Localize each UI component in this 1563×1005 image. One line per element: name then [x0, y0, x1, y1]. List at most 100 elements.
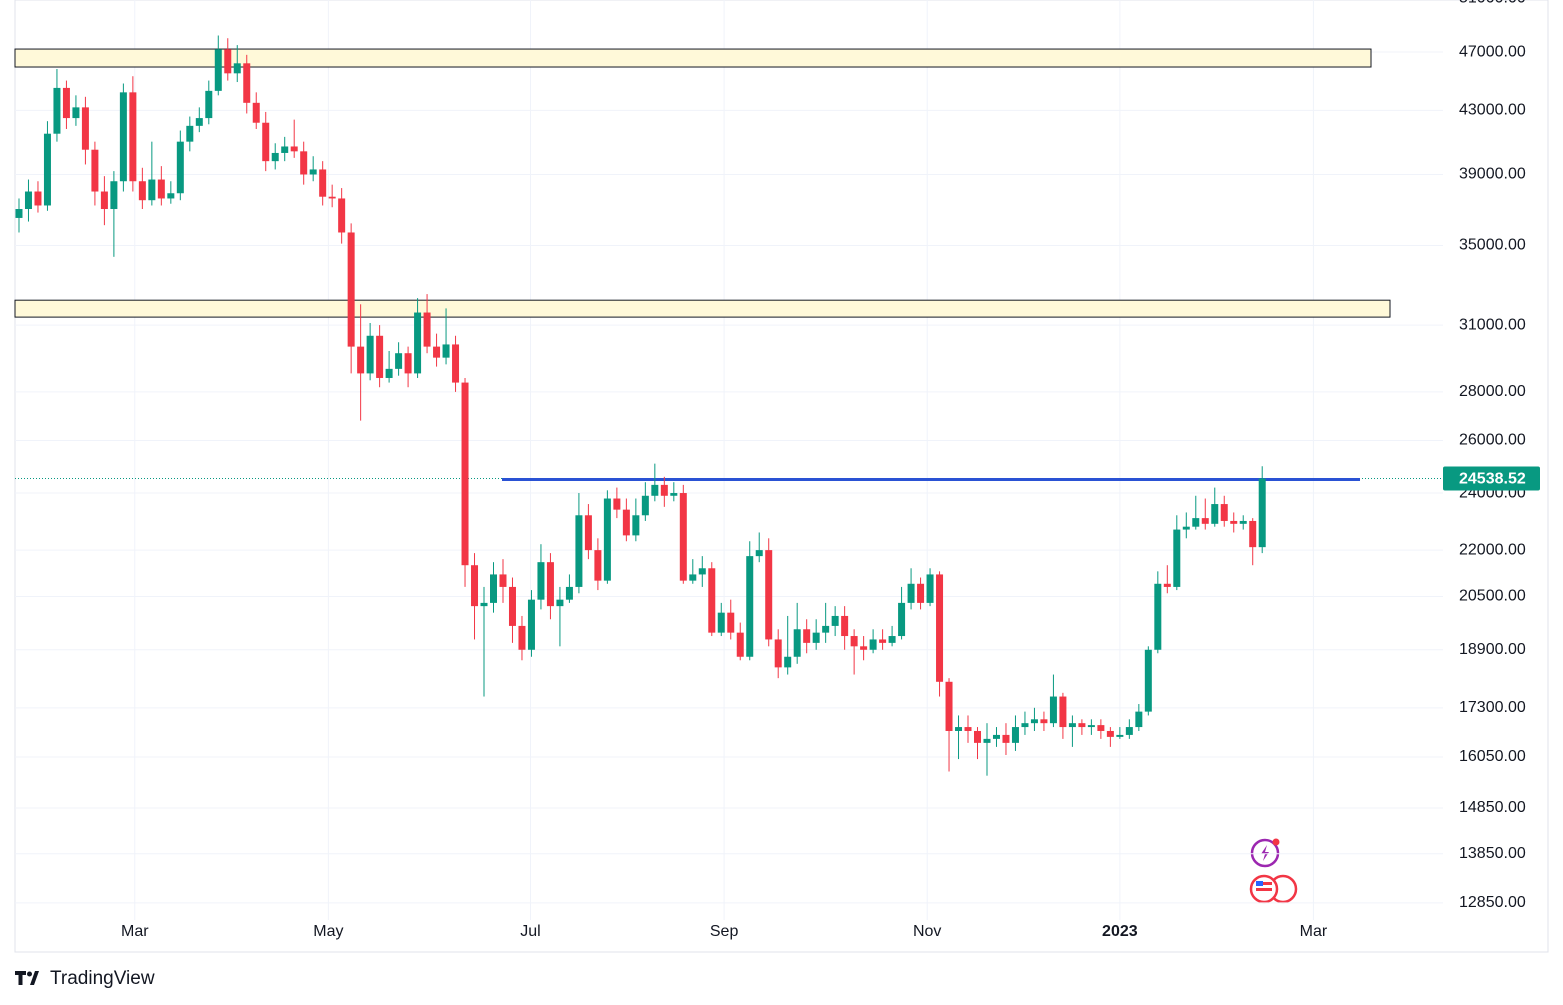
price-box: [1443, 466, 1540, 491]
candle-body: [442, 344, 450, 358]
candle-body: [717, 612, 725, 633]
y-tick-label: 28000.00: [1459, 383, 1526, 400]
logo-dot: [27, 971, 32, 977]
candle-body: [888, 636, 896, 643]
candle-body: [774, 639, 782, 668]
candle-body: [793, 629, 801, 657]
candle-body: [414, 312, 422, 374]
candle-body: [224, 49, 232, 74]
candle-body: [1192, 518, 1200, 527]
candle-body: [1002, 734, 1010, 743]
candle-body: [1011, 727, 1019, 743]
y-tick-label: 51000.00: [1459, 0, 1526, 7]
candle-body: [613, 498, 621, 510]
candle-body: [1078, 723, 1086, 728]
candle-body: [433, 346, 441, 358]
y-tick-label: 13850.00: [1459, 845, 1526, 862]
candle-body: [575, 515, 583, 587]
candle-body: [565, 586, 573, 600]
candle-body: [1211, 504, 1219, 524]
candle-body: [992, 734, 1000, 739]
candle-body: [546, 562, 554, 607]
candle-body: [452, 344, 460, 383]
candle-body: [1163, 583, 1171, 587]
candle-body: [1201, 518, 1209, 524]
candle-body: [679, 493, 687, 581]
brand-logo: [15, 971, 39, 985]
candle-body: [24, 191, 32, 210]
candle-body: [1144, 649, 1152, 712]
candle-body: [262, 122, 270, 162]
grid: [15, 0, 1443, 920]
candle-body: [271, 152, 279, 162]
candle-body: [879, 639, 887, 643]
candle-body: [1049, 696, 1057, 724]
candle-body: [508, 586, 516, 626]
candle-body: [157, 179, 165, 199]
x-tick-label: Jul: [520, 923, 540, 940]
candle-body: [755, 550, 763, 557]
candle-body: [461, 382, 469, 566]
candle-body: [1135, 711, 1143, 728]
candle-body: [252, 102, 260, 123]
candle-body: [907, 583, 915, 603]
chart-frame: [14, 0, 1549, 953]
icon-flag-canton: [1256, 881, 1263, 886]
candle-body: [1059, 696, 1067, 728]
candle-body: [385, 368, 393, 378]
candle-body: [489, 574, 497, 603]
candle-body: [1182, 526, 1190, 530]
candle-body: [499, 574, 507, 587]
candle-body: [366, 335, 374, 374]
candle-body: [319, 169, 327, 197]
candle-body: [423, 312, 431, 347]
candle-body: [1239, 520, 1247, 524]
x-tick-label: Sep: [710, 923, 739, 940]
candle-body: [1030, 719, 1038, 724]
y-tick-label: 35000.00: [1459, 237, 1526, 254]
candle-body: [936, 574, 944, 682]
y-tick-label: 12850.00: [1459, 894, 1526, 911]
candle-body: [1087, 725, 1095, 728]
candle-body: [803, 629, 811, 643]
candle-body: [281, 146, 289, 153]
candle-body: [1258, 478, 1266, 548]
candle-body: [138, 181, 146, 201]
zone: [14, 48, 1372, 68]
candle-body: [955, 727, 963, 731]
candle-body: [471, 565, 479, 607]
candle-body: [670, 493, 678, 496]
y-tick-label: 31000.00: [1459, 316, 1526, 333]
candle-body: [309, 169, 317, 175]
y-tick-label: 39000.00: [1459, 166, 1526, 183]
logo-mark: [15, 971, 39, 985]
candle-body: [660, 484, 668, 496]
candle-body: [1125, 727, 1133, 735]
icon-bolt: [1261, 845, 1269, 861]
candle-body: [584, 515, 592, 551]
candle-body: [603, 498, 611, 581]
candle-body: [81, 107, 89, 150]
candle-body: [1116, 734, 1124, 737]
indicator-icons: [1249, 838, 1298, 904]
y-tick-label: 16050.00: [1459, 748, 1526, 765]
candle-body: [926, 574, 934, 603]
icon-badge: [1272, 838, 1280, 846]
price-label: 24538.52: [1459, 471, 1526, 488]
candle-body: [974, 730, 982, 743]
candle-body: [689, 574, 697, 581]
candle-body: [632, 515, 640, 536]
candle-body: [945, 681, 953, 731]
x-tick-label: Mar: [1300, 923, 1328, 940]
candle-body: [34, 191, 42, 206]
candle-body: [841, 615, 849, 637]
candle-body: [15, 209, 23, 218]
y-tick-label: 47000.00: [1459, 43, 1526, 60]
candle-body: [195, 118, 203, 126]
candle-body: [186, 125, 194, 142]
candle-body: [651, 484, 659, 496]
candle-body: [831, 615, 839, 626]
candle-body: [290, 146, 298, 152]
candle-body: [243, 63, 251, 103]
